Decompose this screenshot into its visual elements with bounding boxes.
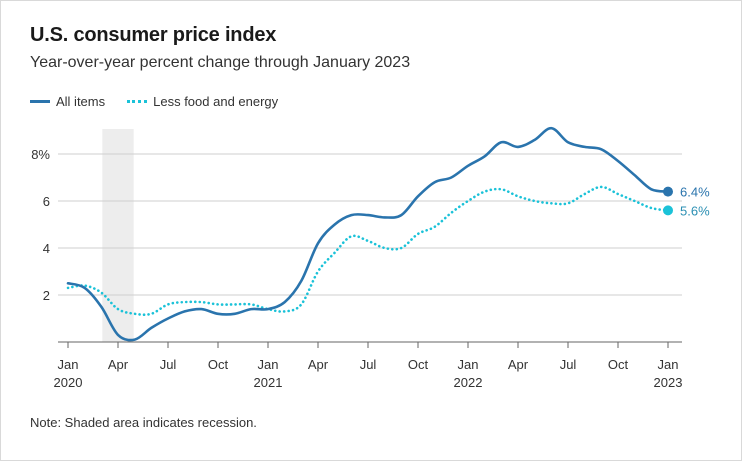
x-tick-label: Jul — [560, 357, 577, 372]
x-tick-label: Jan — [258, 357, 279, 372]
x-tick-label: Jul — [160, 357, 177, 372]
series-line-all-items — [66, 126, 670, 342]
x-tick-label: Apr — [508, 357, 529, 372]
recession-shade — [102, 129, 134, 342]
x-tick-label: Jan — [458, 357, 479, 372]
chart-title: U.S. consumer price index — [30, 24, 277, 46]
end-point-core — [663, 205, 673, 216]
x-tick-label: Oct — [608, 357, 629, 372]
end-point-all-items — [663, 186, 673, 197]
x-tick-label: Apr — [108, 357, 129, 372]
y-tick-label: 6 — [43, 194, 50, 209]
legend-label-core: Less food and energy — [153, 94, 279, 109]
y-tick-label: 8% — [31, 147, 50, 162]
x-tick-label: Oct — [408, 357, 429, 372]
end-label-core: 5.6% — [680, 203, 710, 218]
y-tick-label: 2 — [43, 288, 50, 303]
x-tick-year-label: 2023 — [654, 375, 683, 390]
legend-label-all-items: All items — [56, 94, 106, 109]
x-tick-label: Jul — [360, 357, 377, 372]
end-label-all-items: 6.4% — [680, 185, 710, 200]
x-tick-year-label: 2021 — [254, 375, 283, 390]
x-tick-year-label: 2022 — [454, 375, 483, 390]
x-tick-year-label: 2020 — [54, 375, 83, 390]
legend-swatch-dotted — [127, 100, 148, 103]
y-tick-label: 4 — [43, 241, 50, 256]
legend-swatch-solid — [30, 100, 50, 103]
chart-legend: All items Less food and energy — [30, 94, 300, 109]
x-tick-label: Jan — [658, 357, 679, 372]
x-tick-label: Oct — [208, 357, 229, 372]
legend-item-all-items: All items — [30, 94, 105, 109]
chart-note: Note: Shaded area indicates recession. — [30, 415, 257, 430]
x-tick-label: Apr — [308, 357, 329, 372]
chart-subtitle: Year-over-year percent change through Ja… — [30, 54, 411, 71]
series-line-core — [66, 185, 670, 317]
legend-item-core: Less food and energy — [127, 94, 278, 109]
x-tick-label: Jan — [58, 357, 79, 372]
